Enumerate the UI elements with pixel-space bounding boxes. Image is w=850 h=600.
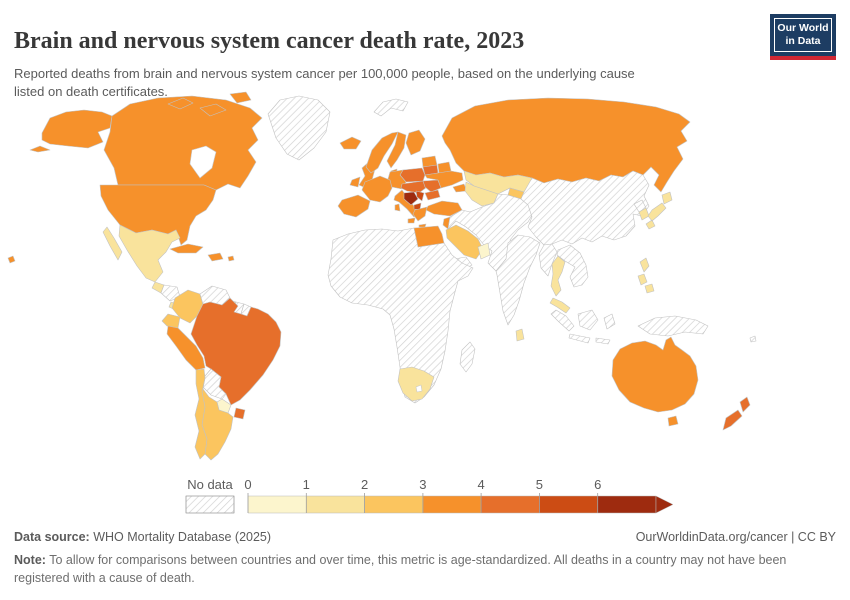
owid-logo-box: Our World in Data [770, 14, 836, 57]
country-usa[interactable] [99, 184, 217, 246]
legend-tick-0: 0 [244, 477, 251, 492]
legend-arrow [655, 495, 674, 514]
legend-bin-3-4[interactable] [422, 495, 482, 514]
country-bulgaria[interactable] [424, 189, 441, 201]
country-uruguay[interactable] [233, 407, 246, 420]
legend-tick-3: 3 [419, 477, 426, 492]
country-mexico[interactable] [102, 224, 181, 283]
country-brazil[interactable] [190, 297, 282, 406]
legend-tick-6: 6 [594, 477, 601, 492]
page-title: Brain and nervous system cancer death ra… [14, 28, 525, 55]
country-hawaii[interactable] [7, 255, 16, 264]
country-new-zealand[interactable] [722, 396, 751, 431]
country-south-africa[interactable] [397, 366, 435, 402]
country-canada[interactable] [103, 91, 263, 191]
country-tasmania[interactable] [667, 415, 679, 427]
country-greece[interactable] [412, 206, 428, 228]
country-oman[interactable] [477, 242, 491, 260]
country-japan[interactable] [645, 191, 673, 230]
country-romania[interactable] [422, 179, 442, 193]
no-data-swatch[interactable] [185, 495, 235, 514]
map-legend: No data 0 1 2 3 4 5 6 [0, 468, 850, 520]
country-serbia[interactable] [415, 190, 425, 202]
owid-logo-line1: Our World [777, 22, 829, 34]
country-finland[interactable] [405, 129, 426, 156]
chart-footer: Data source: WHO Mortality Database (202… [14, 530, 836, 587]
legend-tick-2: 2 [361, 477, 368, 492]
owid-logo-line2: in Data [785, 35, 821, 48]
country-hispaniola[interactable] [207, 252, 224, 262]
legend-tick-5: 5 [536, 477, 543, 492]
country-sweden[interactable] [386, 131, 407, 169]
data-source-label: Data source: [14, 530, 90, 544]
country-puerto-rico[interactable] [227, 255, 235, 262]
country-ecuador[interactable] [161, 313, 181, 329]
legend-bin-5-6[interactable] [539, 495, 598, 514]
country-cuba[interactable] [169, 243, 204, 254]
footer-note-label: Note: [14, 553, 46, 567]
no-data-label: No data [187, 477, 233, 492]
footer-note: Note: To allow for comparisons between c… [14, 551, 836, 587]
legend-bin-6plus[interactable] [597, 495, 657, 514]
country-sri-lanka[interactable] [515, 328, 525, 342]
legend-tick-lines [247, 493, 599, 513]
chart-subtitle: Reported deaths from brain and nervous s… [14, 66, 635, 100]
country-myanmar[interactable] [538, 243, 558, 277]
country-norway[interactable] [365, 131, 399, 174]
country-peru[interactable] [166, 325, 206, 371]
legend-bin-1-2[interactable] [306, 495, 365, 514]
legend-tick-1: 1 [303, 477, 310, 492]
legend-bin-4-5[interactable] [480, 495, 540, 514]
country-malaysia[interactable] [549, 297, 571, 314]
country-turkey[interactable] [425, 200, 463, 217]
owid-logo[interactable]: Our World in Data [770, 14, 836, 61]
legend-tick-4: 4 [477, 477, 484, 492]
country-australia[interactable] [611, 336, 699, 413]
country-greenland[interactable] [267, 95, 331, 161]
country-egypt[interactable] [413, 225, 445, 248]
legend-svg: No data 0 1 2 3 4 5 6 [185, 477, 674, 514]
footer-note-text: To allow for comparisons between countri… [14, 553, 787, 586]
country-ireland[interactable] [349, 176, 361, 188]
country-china-mongolia[interactable] [520, 170, 650, 246]
country-croatia-bosnia[interactable] [403, 191, 419, 206]
country-indochina[interactable] [556, 244, 589, 288]
country-ukraine[interactable] [424, 170, 464, 189]
hudson-bay-water [189, 145, 217, 179]
country-indonesia[interactable] [550, 309, 616, 345]
country-svalbard[interactable] [373, 98, 409, 117]
country-iceland[interactable] [339, 136, 362, 150]
country-india[interactable] [495, 234, 541, 326]
country-iberia[interactable] [337, 194, 371, 218]
world-map-svg[interactable] [0, 88, 850, 470]
owid-logo-underline [770, 56, 836, 61]
lesotho-gap [415, 384, 423, 393]
country-thailand[interactable] [550, 255, 566, 297]
legend-bin-2-3[interactable] [364, 495, 424, 514]
data-source-value: WHO Mortality Database (2025) [89, 530, 272, 544]
country-pacific-islands[interactable] [749, 335, 757, 343]
world-map[interactable] [0, 88, 850, 470]
country-france[interactable] [361, 175, 393, 203]
country-alaska[interactable] [29, 109, 113, 153]
country-philippines[interactable] [637, 257, 655, 294]
data-source: Data source: WHO Mortality Database (202… [14, 530, 271, 544]
legend-bin-0-1[interactable] [247, 495, 307, 514]
country-chile[interactable] [194, 368, 208, 460]
footer-link[interactable]: OurWorldinData.org/cancer | CC BY [635, 530, 836, 544]
country-new-guinea[interactable] [637, 315, 709, 337]
country-madagascar[interactable] [459, 341, 476, 373]
